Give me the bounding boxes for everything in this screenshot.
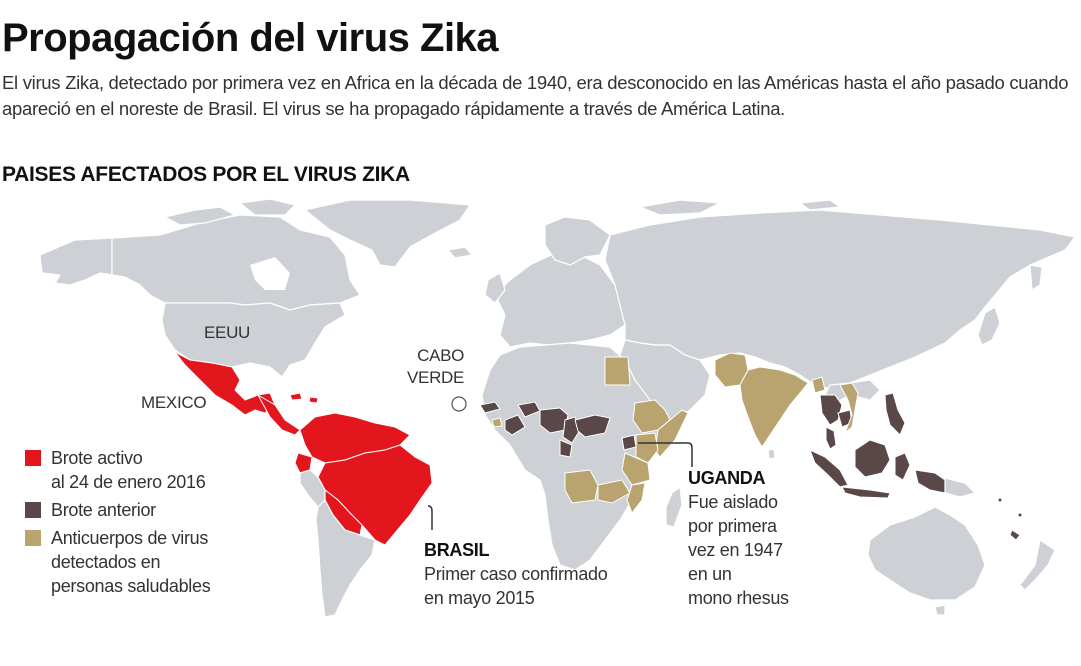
callout-uganda-line1: Fue aislado [688,492,778,512]
callout-uganda-line3: vez en 1947 [688,540,783,560]
asia-highlighted [715,353,1023,541]
legend-antibodies-line1: Anticuerpos de virus [51,528,209,548]
page-title: Propagación del virus Zika [2,16,499,60]
label-cabo-verde: CABO VERDE [407,345,465,389]
legend-previous-line1: Brote anterior [51,500,156,520]
label-eeuu: EEUU [204,323,251,342]
callout-uganda-title: UGANDA [688,468,766,488]
active-outbreak-americas [174,351,433,546]
legend-antibodies-line3: personas saludables [51,576,211,596]
callout-uganda-line5: mono rhesus [688,588,789,608]
page-subtitle: El virus Zika, detectado por primera vez… [2,72,1069,119]
south-america-grey [299,469,376,618]
legend-active-line2: al 24 de enero 2016 [51,472,206,492]
north-america [39,198,474,378]
legend-item-active: Brote activo al 24 de enero 2016 [25,446,210,494]
map-legend: Brote activo al 24 de enero 2016 Brote a… [25,446,211,602]
cabo-verde-marker [451,396,467,412]
legend-active-line1: Brote activo [51,448,143,468]
callout-uganda: UGANDA Fue aislado por primera vez en 19… [688,466,789,610]
uganda-leader-line [638,442,693,467]
label-cabo: CABO [417,346,465,365]
callout-brasil-title: BRASIL [424,540,490,560]
oceania [867,506,1056,616]
legend-antibodies-line2: detectados en [51,552,161,572]
callout-uganda-line4: en un [688,564,732,584]
world-map [0,195,1077,618]
label-verde: VERDE [407,368,465,387]
legend-item-previous: Brote anterior [25,498,210,522]
callout-brasil-line1: Primer caso confirmado [424,564,608,584]
callout-brasil: BRASIL Primer caso confirmado en mayo 20… [424,538,608,610]
brasil-leader-line [427,505,433,530]
swatch-antibodies-icon [25,530,41,546]
swatch-active-icon [25,450,41,466]
callout-brasil-line2: en mayo 2015 [424,588,535,608]
africa [451,342,689,571]
legend-item-antibodies: Anticuerpos de virus detectados en perso… [25,526,211,598]
swatch-previous-icon [25,502,41,518]
section-title: PAISES AFECTADOS POR EL VIRUS ZIKA [2,163,410,186]
label-mexico: MEXICO [141,393,207,412]
callout-uganda-line2: por primera [688,516,777,536]
